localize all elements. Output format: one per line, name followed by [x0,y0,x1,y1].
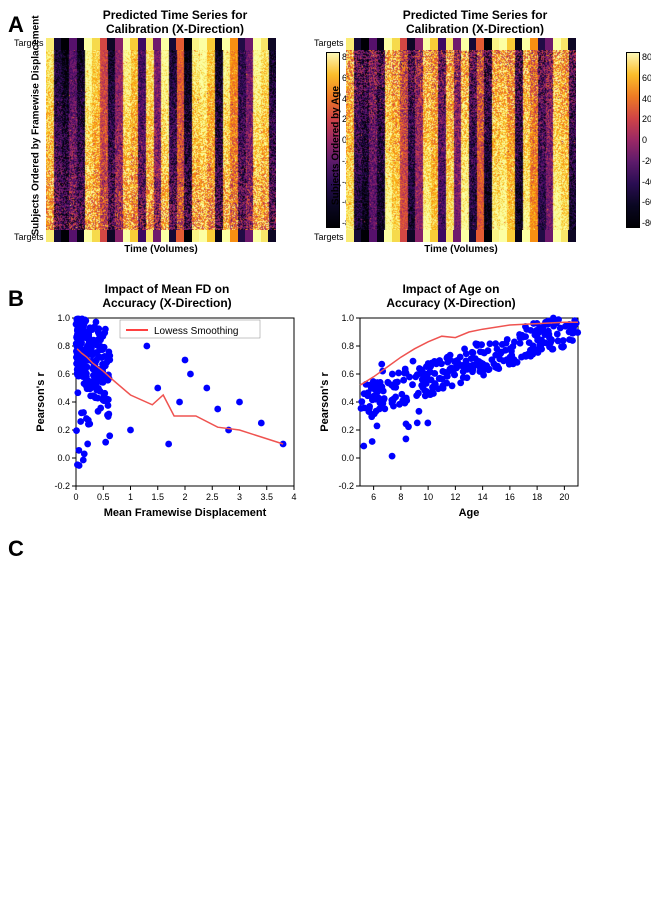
ytick-label: 1.0 [57,313,70,323]
ytick-label: 0.0 [57,453,70,463]
figure-root: A Predicted Time Series forCalibration (… [8,8,643,562]
xtick-label: 6 [371,492,376,502]
heatmap-subplot: Predicted Time Series forCalibration (X-… [332,8,618,272]
xtick-label: 10 [423,492,433,502]
heatmap-subplot: Predicted Time Series forCalibration (X-… [32,8,318,272]
heatmap-xlabel: Time (Volumes) [346,244,576,255]
scatter-chart: 0 0.5 1 1.5 2 2.5 3 3.5 4 -0.2 0.0 0.2 0.4 0.6 0.8 1.0 L… [32,312,302,522]
colorbar-tick: 0 [642,135,651,145]
xtick-label: 18 [532,492,542,502]
colorbar-tick: 400 [642,94,651,104]
xtick-label: 0 [73,492,78,502]
xtick-label: 14 [478,492,488,502]
xtick-label: 8 [398,492,403,502]
colorbar-tick: 200 [642,114,651,124]
ytick-label: 1.0 [341,313,354,323]
ytick-label: 0.6 [57,369,70,379]
colorbar-tick: -200 [642,156,651,166]
scatter-ylabel: Pearson's r [319,372,331,432]
ytick-label: 0.4 [57,397,70,407]
heatmap-ylabel: Subjects Ordered by Age [331,56,342,236]
xtick-label: 1 [128,492,133,502]
targets-label: Targets [314,38,344,48]
xtick-label: 4 [291,492,296,502]
row-b: B Impact of Mean FD onAccuracy (X-Direct… [8,282,643,522]
heatmap-canvas [46,50,276,230]
scatter-title: Impact of Mean FD onAccuracy (X-Directio… [32,282,302,310]
row-a: A Predicted Time Series forCalibration (… [8,8,643,272]
scatter-xlabel: Mean Framewise Displacement [104,507,267,519]
heatmap-canvas [346,50,576,230]
scatter-title: Impact of Age onAccuracy (X-Direction) [316,282,586,310]
colorbar-tick: 600 [642,73,651,83]
colorbar-tick: -600 [642,197,651,207]
scatter-chart: 6 8 10 12 14 16 18 20 -0.2 0.0 0.2 0.4 0.6 0.8 1.0 Age P… [316,312,586,522]
xtick-label: 20 [559,492,569,502]
ytick-label: 0.6 [341,369,354,379]
xtick-label: 12 [450,492,460,502]
legend-label: Lowess Smoothing [154,326,239,337]
xtick-label: 3 [237,492,242,502]
scatters-container: Impact of Mean FD onAccuracy (X-Directio… [32,282,643,522]
heatmaps-container: Predicted Time Series forCalibration (X-… [32,8,643,272]
panel-a-label: A [8,8,32,38]
ytick-label: 0.2 [341,425,354,435]
xtick-label: 16 [505,492,515,502]
xtick-label: 1.5 [151,492,164,502]
ytick-label: 0.4 [341,397,354,407]
xtick-label: 3.5 [260,492,273,502]
heatmap-title: Predicted Time Series forCalibration (X-… [32,8,318,36]
panel-b-label: B [8,282,32,312]
heatmap-ylabel: Subjects Ordered by Framewise Displaceme… [31,56,42,236]
xtick-label: 2.5 [206,492,219,502]
ytick-label: -0.2 [338,481,354,491]
row-c: C [8,532,643,562]
colorbar: 800 600 400 200 0 -200 -400 -600 -800 [626,52,651,228]
ytick-label: 0.2 [57,425,70,435]
ytick-label: 0.0 [341,453,354,463]
scatter-xlabel: Age [459,507,480,519]
panel-c-label: C [8,532,32,562]
scatter-ylabel: Pearson's r [35,372,47,432]
xtick-label: 0.5 [97,492,110,502]
legend: Lowess Smoothing [120,320,260,338]
ytick-label: 0.8 [57,341,70,351]
scatter-subplot: Impact of Age onAccuracy (X-Direction) 6 8… [316,282,586,522]
colorbar-tick: -800 [642,218,651,228]
xtick-label: 2 [182,492,187,502]
heatmap-title: Predicted Time Series forCalibration (X-… [332,8,618,36]
colorbar-tick: 800 [642,52,651,62]
scatter-subplot: Impact of Mean FD onAccuracy (X-Directio… [32,282,302,522]
ytick-label: -0.2 [54,481,70,491]
colorbar-tick: -400 [642,177,651,187]
ytick-label: 0.8 [341,341,354,351]
heatmap-xlabel: Time (Volumes) [46,244,276,255]
